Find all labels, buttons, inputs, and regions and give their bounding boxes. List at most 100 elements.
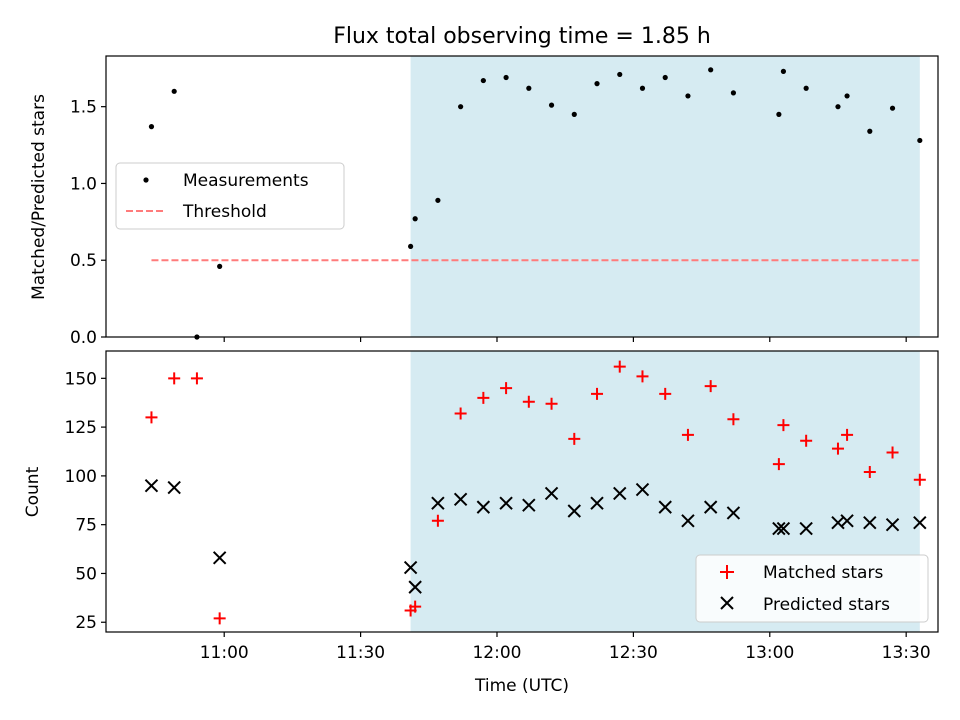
- matched-star-point: [477, 391, 490, 404]
- matched-star-point: [636, 370, 649, 383]
- top-y-label: Matched/Predicted stars: [29, 94, 49, 300]
- x-tick-label: 12:00: [472, 643, 521, 663]
- predicted-star-point: [590, 496, 604, 510]
- bottom-x-ticks: 11:00 11:30 12:00 12:30 13:00 13:30: [200, 632, 931, 663]
- legend-predicted-label: Predicted stars: [763, 595, 890, 615]
- measurement-point: [480, 77, 486, 84]
- predicted-star-point: [863, 516, 877, 530]
- measurement-point: [408, 243, 414, 250]
- top-series: [148, 67, 923, 340]
- x-tick-label: 11:30: [336, 643, 385, 663]
- predicted-star-point: [913, 516, 927, 530]
- y-tick-label: 0.0: [70, 328, 97, 348]
- y-tick-label: 50: [75, 564, 97, 584]
- top-panel: 0.0 0.5 1.0 1.5 Matched/Predicted stars Mea…: [29, 55, 939, 348]
- predicted-star-point: [167, 480, 181, 495]
- matched-star-point: [800, 434, 813, 447]
- predicted-star-point: [681, 514, 695, 528]
- predicted-star-point: [567, 504, 581, 518]
- matched-star-point: [681, 428, 694, 441]
- bottom-legend: Matched stars Predicted stars: [695, 554, 929, 623]
- predicted-star-point: [726, 506, 741, 520]
- y-tick-label: 100: [65, 467, 97, 487]
- matched-star-point: [831, 442, 844, 455]
- top-legend-box: [115, 162, 345, 230]
- matched-star-point: [431, 514, 444, 527]
- matched-star-point: [704, 380, 717, 393]
- predicted-star-point: [885, 517, 900, 532]
- predicted-star-point: [776, 521, 791, 536]
- bottom-axes-frame: [105, 350, 939, 633]
- matched-star-point: [168, 372, 181, 385]
- matched-star-point: [409, 600, 422, 613]
- measurement-point: [526, 85, 532, 91]
- predicted-star-point: [212, 551, 227, 565]
- predicted-star-point: [635, 482, 650, 497]
- bottom-y-label: Count: [23, 466, 43, 517]
- measurement-point: [776, 111, 782, 117]
- legend-predicted-marker: [720, 596, 734, 610]
- predicted-star-point: [840, 514, 854, 528]
- top-axes-frame: [105, 55, 939, 338]
- measurement-point: [730, 90, 737, 96]
- x-tick-label: 11:00: [200, 643, 249, 663]
- legend-measurements-marker: [143, 177, 149, 183]
- bottom-series: [144, 360, 927, 625]
- matched-star-point: [500, 382, 513, 395]
- y-tick-label: 150: [65, 369, 97, 389]
- y-tick-label: 1.5: [70, 98, 97, 118]
- measurement-point: [548, 102, 555, 108]
- legend-threshold-label: Threshold: [182, 202, 267, 222]
- measurement-point: [639, 85, 646, 91]
- top-x-ticks: [223, 337, 907, 342]
- measurement-point: [685, 93, 691, 99]
- measurement-point: [148, 124, 155, 130]
- x-axis-label: Time (UTC): [474, 676, 569, 696]
- measurement-point: [867, 128, 873, 134]
- measurement-point: [503, 74, 509, 81]
- measurement-point: [844, 93, 850, 99]
- x-tick-label: 12:30: [609, 643, 658, 663]
- matched-star-point: [522, 395, 535, 408]
- measurement-point: [571, 111, 577, 117]
- matched-star-point: [545, 397, 558, 410]
- predicted-star-point: [544, 486, 559, 501]
- matched-star-point: [772, 458, 785, 471]
- measurement-point: [217, 263, 223, 269]
- matched-star-point: [841, 428, 854, 441]
- predicted-star-point: [403, 560, 418, 575]
- measurement-point: [803, 85, 809, 91]
- measurement-point: [780, 68, 787, 74]
- x-tick-label: 13:30: [882, 643, 931, 663]
- matched-star-point: [568, 432, 581, 445]
- predicted-star-point: [613, 486, 627, 501]
- predicted-star-point: [408, 580, 422, 594]
- top-observing-window: [410, 56, 920, 337]
- legend-measurements-label: Measurements: [183, 171, 309, 191]
- top-legend: Measurements Threshold: [115, 162, 345, 230]
- measurement-point: [435, 197, 441, 203]
- measurement-point: [617, 71, 623, 78]
- y-tick-label: 125: [65, 418, 97, 438]
- y-tick-label: 1.0: [70, 174, 97, 194]
- predicted-star-point: [772, 521, 786, 536]
- matched-star-point: [213, 612, 226, 625]
- y-tick-label: 0.5: [70, 251, 97, 271]
- predicted-star-point: [453, 492, 468, 507]
- matched-star-point: [659, 387, 672, 400]
- legend-matched-label: Matched stars: [763, 563, 883, 583]
- x-tick-label: 13:00: [745, 643, 794, 663]
- matched-star-point: [454, 407, 467, 420]
- measurement-point: [835, 104, 841, 110]
- matched-star-point: [777, 419, 790, 432]
- measurement-point: [708, 67, 714, 73]
- legend-matched-marker: [720, 565, 734, 579]
- matched-star-point: [886, 446, 899, 459]
- predicted-star-point: [431, 496, 445, 510]
- matched-star-point: [727, 413, 740, 426]
- matched-star-point: [613, 360, 626, 373]
- matched-star-point: [190, 372, 203, 385]
- bottom-panel: 25 50 75 100 125 150 11:00 11:30 12:00 12:30 13:0…: [23, 350, 939, 696]
- predicted-star-point: [144, 478, 159, 493]
